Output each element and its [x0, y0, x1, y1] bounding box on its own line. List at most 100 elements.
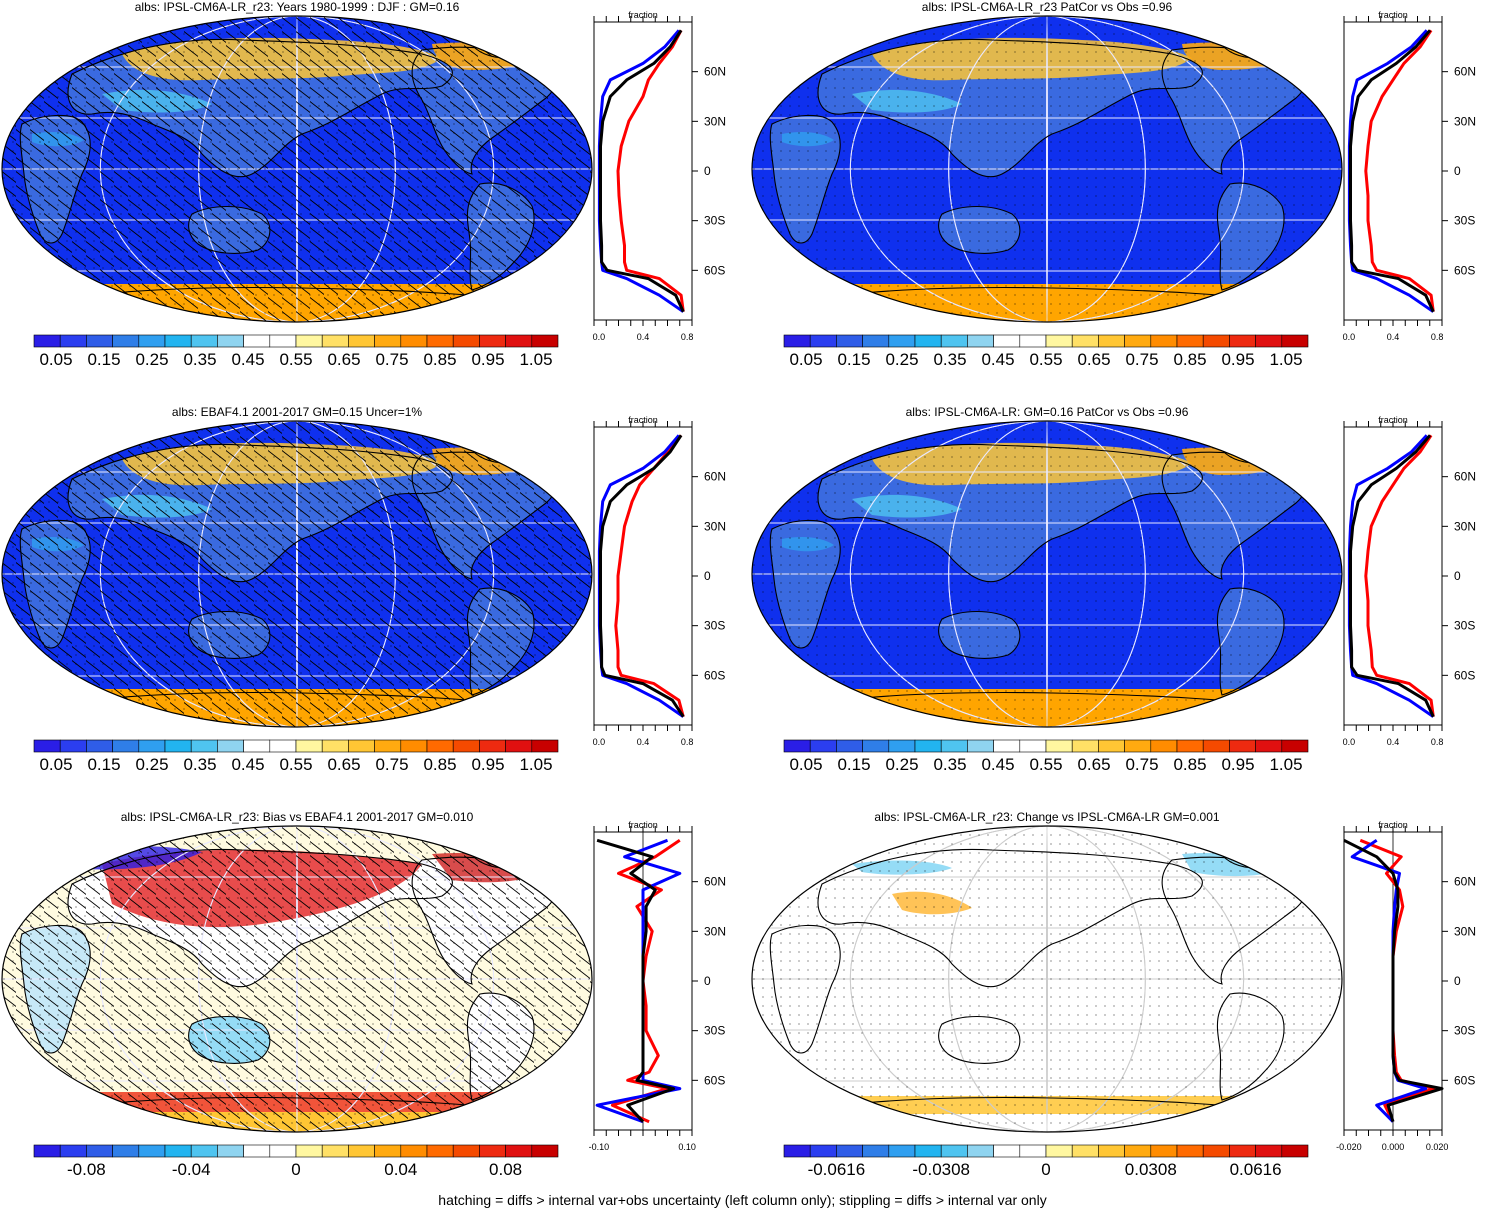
colorbar-box	[1098, 1144, 1125, 1158]
panel-1: albs: IPSL-CM6A-LR_r23: Years 1980-1999 …	[1, 0, 726, 369]
panel-title: albs: EBAF4.1 2001-2017 GM=0.15 Uncer=1%	[172, 405, 422, 419]
panel-title: albs: IPSL-CM6A-LR: GM=0.16 PatCor vs Ob…	[906, 405, 1189, 419]
colorbar-box	[190, 334, 218, 348]
colorbar-box	[1229, 334, 1256, 348]
panel-3: albs: EBAF4.1 2001-2017 GM=0.15 Uncer=1%…	[1, 405, 726, 774]
coastline-africa	[769, 519, 841, 649]
map-6	[751, 825, 1343, 1133]
colorbar-box	[1071, 1144, 1099, 1158]
colorbar-box	[112, 1144, 140, 1158]
colorbar-label: 0.75	[1125, 350, 1158, 369]
colorbar-box	[1281, 334, 1309, 348]
profile-label: fraction	[1378, 415, 1408, 425]
colorbar-label: 0.25	[135, 755, 168, 774]
colorbar-box	[809, 739, 837, 753]
colorbar-box	[479, 739, 506, 753]
colorbar-label: 0.55	[279, 755, 312, 774]
colorbar-box	[1071, 739, 1099, 753]
colorbar-box	[321, 1144, 349, 1158]
lat-label: 30N	[1454, 519, 1476, 533]
colorbar-box	[940, 334, 968, 348]
lat-label: 30N	[1454, 924, 1476, 938]
colorbar-box	[1019, 739, 1047, 753]
colorbar-box	[426, 739, 454, 753]
stippling	[2, 16, 592, 322]
coastline-asia	[817, 848, 1203, 988]
colorbar-box	[967, 1144, 994, 1158]
panel-title: albs: IPSL-CM6A-LR_r23 PatCor vs Obs =0.…	[922, 0, 1173, 14]
profile-tick-label: 0.4	[1387, 737, 1400, 747]
colorbar-box	[862, 739, 890, 753]
colorbar-label: -0.0616	[808, 1160, 866, 1179]
lat-label: 30S	[704, 619, 725, 633]
profile-tick-label: 0.0	[593, 737, 606, 747]
colorbar-box	[1098, 739, 1125, 753]
coastline-asia	[67, 848, 453, 988]
colorbar-box	[1202, 334, 1230, 348]
colorbar-label: 0.85	[1173, 755, 1206, 774]
coastline-samerica	[1216, 587, 1285, 696]
colorbar-box	[374, 739, 402, 753]
lat-label: 0	[704, 974, 711, 988]
colorbar-box	[1255, 739, 1283, 753]
lat-label: 30N	[1454, 114, 1476, 128]
profile-series-red	[610, 839, 681, 1124]
colorbar-box	[400, 739, 428, 753]
colorbar-box	[505, 1144, 533, 1158]
map-border	[751, 825, 1343, 1133]
colorbar-abs: 0.05 0.15 0.25 0.35 0.45 0.55 0.65 0.75 0.85 0.95…	[783, 739, 1309, 774]
colorbar-box	[940, 1144, 968, 1158]
colorbar-box	[1150, 1144, 1178, 1158]
colorbar-box	[374, 334, 402, 348]
colorbar-box	[940, 739, 968, 753]
colorbar-label: 0.15	[837, 755, 870, 774]
colorbar-box	[426, 1144, 454, 1158]
colorbar-box	[400, 334, 428, 348]
colorbar-box	[138, 334, 166, 348]
colorbar-box	[914, 1144, 942, 1158]
colorbar-label: 0.45	[981, 350, 1014, 369]
colorbar-label: 0.35	[183, 755, 216, 774]
colorbar-box	[269, 1144, 297, 1158]
colorbar-box	[86, 1144, 113, 1158]
profile-series-red	[1364, 29, 1435, 312]
map-border	[751, 420, 1343, 728]
colorbar-abs: 0.05 0.15 0.25 0.35 0.45 0.55 0.65 0.75 0.85 0.95…	[783, 334, 1309, 369]
colorbar-box	[217, 1144, 244, 1158]
profile-tick-label: 0.0	[1343, 332, 1356, 342]
coastline-africa	[19, 519, 91, 649]
map-border	[751, 15, 1343, 323]
colorbar-change: -0.0616 -0.0308 0 0.0308 0.0616	[783, 1144, 1309, 1179]
panel-title: albs: IPSL-CM6A-LR_r23: Change vs IPSL-C…	[874, 810, 1219, 824]
colorbar-box	[452, 1144, 480, 1158]
colorbar-box	[1229, 739, 1256, 753]
colorbar-box	[33, 334, 61, 348]
profile-series-black	[596, 838, 676, 1123]
profile-label: fraction	[628, 415, 658, 425]
colorbar-box	[1255, 334, 1283, 348]
colorbar-label: 0.95	[1221, 350, 1254, 369]
coastline-australia	[188, 611, 271, 659]
coastline-asia	[817, 443, 1203, 583]
profile-4: fraction 60N 30N 0 30S 60S 0.0 0.4 0.8	[1343, 415, 1476, 747]
panel-6: albs: IPSL-CM6A-LR_r23: Change vs IPSL-C…	[751, 810, 1476, 1179]
lat-label: 60N	[1454, 875, 1476, 889]
colorbar-box	[1150, 334, 1178, 348]
profile-tick-label: 0.8	[681, 737, 694, 747]
colorbar-box	[348, 334, 375, 348]
colorbar-box	[400, 1144, 428, 1158]
colorbar-label: 0.15	[87, 755, 120, 774]
coastline-asia	[817, 38, 1203, 178]
coastline-australia	[938, 1016, 1021, 1064]
colorbar-label: 0.75	[375, 755, 408, 774]
colorbar-box	[531, 739, 559, 753]
colorbar-label: 0.35	[183, 350, 216, 369]
colorbar-box	[862, 334, 890, 348]
profile-label: fraction	[1378, 820, 1408, 830]
colorbar-box	[783, 739, 811, 753]
colorbar-box	[269, 334, 297, 348]
colorbar-box	[836, 1144, 863, 1158]
stippling	[2, 421, 592, 727]
profile-label: fraction	[1378, 10, 1408, 20]
colorbar-label: 0	[1041, 1160, 1050, 1179]
